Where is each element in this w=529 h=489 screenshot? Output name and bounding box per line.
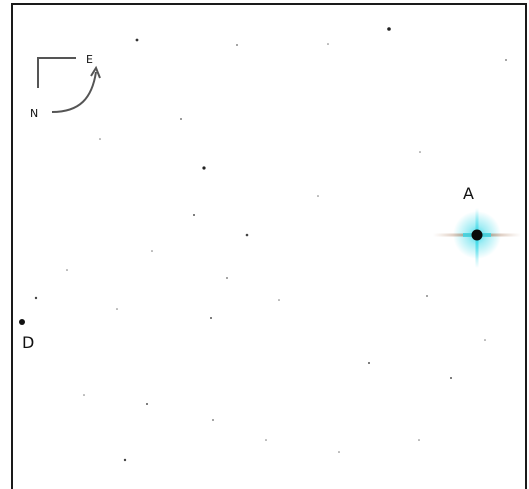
faint-star	[212, 419, 214, 421]
faint-star	[193, 214, 195, 216]
faint-star	[180, 118, 182, 120]
star-a: A	[433, 184, 521, 268]
star-a-label: A	[463, 184, 474, 203]
faint-star	[135, 38, 139, 42]
faint-star	[327, 43, 329, 45]
star-d: D	[19, 319, 34, 352]
star-d-label: D	[22, 333, 34, 352]
faint-star	[146, 403, 148, 405]
faint-star	[123, 458, 127, 462]
background-stars	[34, 27, 507, 462]
faint-star	[387, 27, 391, 31]
star-d-core	[19, 319, 25, 325]
finder-chart-frame	[11, 3, 527, 489]
faint-star	[450, 377, 452, 379]
faint-star	[210, 317, 212, 319]
faint-star	[236, 44, 238, 46]
faint-star	[151, 250, 153, 252]
star-a-core	[471, 229, 483, 241]
faint-star	[278, 299, 280, 301]
faint-star	[419, 151, 421, 153]
faint-star	[418, 439, 420, 441]
faint-star	[66, 269, 68, 271]
east-arrow	[51, 71, 97, 113]
compass-north-label: N	[30, 107, 38, 120]
east-arrowhead	[90, 65, 101, 79]
faint-star	[99, 138, 101, 140]
faint-star	[505, 59, 507, 61]
faint-star	[226, 277, 228, 279]
faint-star	[34, 296, 38, 300]
faint-star	[426, 295, 428, 297]
faint-star	[368, 362, 370, 364]
faint-star	[245, 233, 249, 237]
faint-star	[265, 439, 267, 441]
faint-star	[116, 308, 118, 310]
faint-star	[317, 195, 319, 197]
compass-east-label: E	[86, 53, 93, 66]
compass-indicator: E N	[30, 53, 101, 120]
faint-star	[83, 394, 85, 396]
faint-star	[484, 339, 486, 341]
north-arm	[37, 57, 76, 88]
faint-star	[338, 451, 340, 453]
faint-star	[202, 166, 206, 170]
